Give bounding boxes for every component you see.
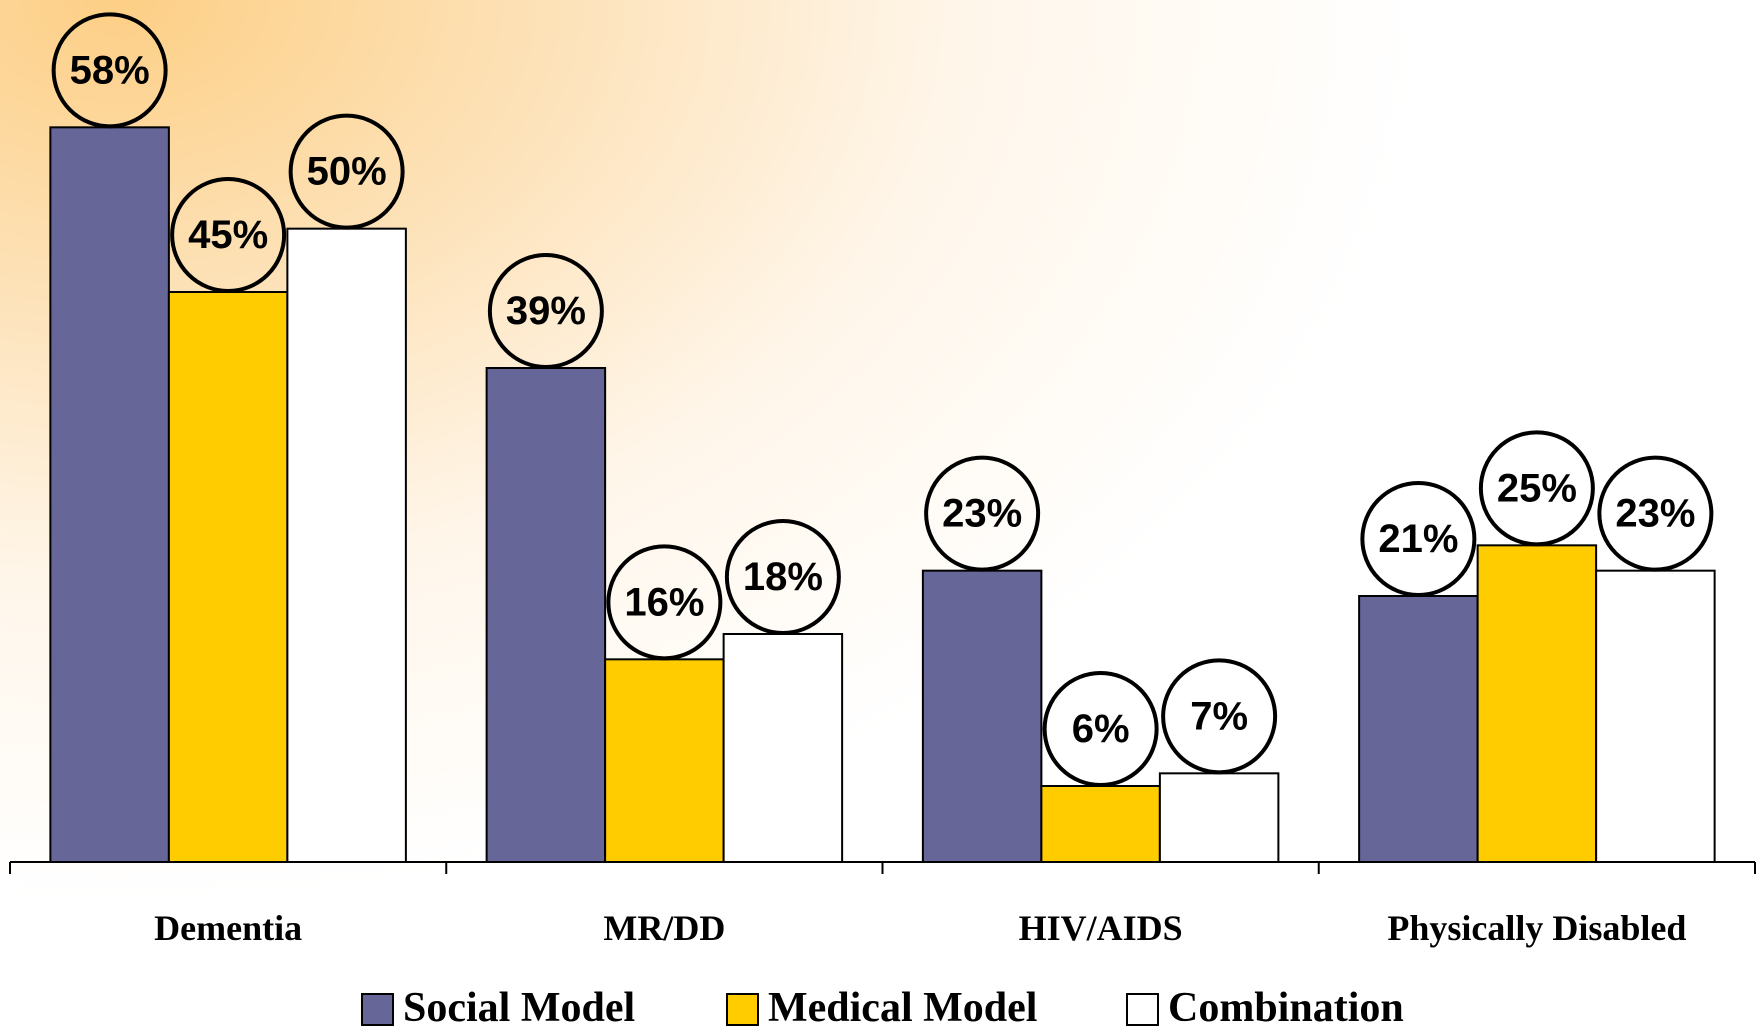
data-label: 58% <box>70 48 150 92</box>
legend-label: Medical Model <box>768 985 1037 1029</box>
x-tick-label: MR/DD <box>603 908 725 948</box>
data-label: 23% <box>1615 492 1695 536</box>
label-circle <box>724 519 841 635</box>
legend-swatch <box>361 993 394 1026</box>
bar <box>286 227 407 863</box>
bar <box>1040 785 1161 863</box>
label-circle <box>1360 481 1477 597</box>
bar <box>167 291 289 863</box>
label-circle <box>51 12 168 129</box>
bar <box>1158 772 1280 863</box>
data-label: 21% <box>1378 517 1458 561</box>
legend-swatch <box>1126 993 1159 1026</box>
data-label: 50% <box>307 150 387 194</box>
bar <box>722 633 844 863</box>
data-label: 16% <box>624 580 704 624</box>
data-label: 23% <box>942 492 1022 536</box>
x-tick-label: Dementia <box>154 908 302 948</box>
legend-label: Combination <box>1168 985 1404 1029</box>
x-tick-label: HIV/AIDS <box>1019 908 1183 948</box>
bar <box>604 658 725 863</box>
label-circle <box>606 544 723 661</box>
bar <box>1476 544 1598 863</box>
label-circle <box>487 253 604 369</box>
label-circle <box>924 455 1041 572</box>
bar <box>485 367 607 863</box>
legend-label: Social Model <box>403 985 635 1029</box>
label-circle <box>1478 430 1595 547</box>
label-circle <box>1161 658 1278 775</box>
label-circle <box>288 113 405 230</box>
bar <box>921 569 1043 864</box>
label-circle <box>170 177 287 293</box>
data-label: 39% <box>506 289 586 333</box>
bar <box>49 126 170 864</box>
data-label: 45% <box>188 213 268 257</box>
legend-swatch <box>726 993 759 1026</box>
x-tick-label: Physically Disabled <box>1387 908 1686 948</box>
label-circle <box>1597 455 1714 572</box>
data-label: 7% <box>1190 694 1248 738</box>
bar <box>1595 569 1716 864</box>
label-circle <box>1042 671 1159 787</box>
data-label: 25% <box>1497 466 1577 510</box>
bar <box>1358 595 1479 863</box>
data-label: 18% <box>743 555 823 599</box>
data-label: 6% <box>1072 707 1130 751</box>
